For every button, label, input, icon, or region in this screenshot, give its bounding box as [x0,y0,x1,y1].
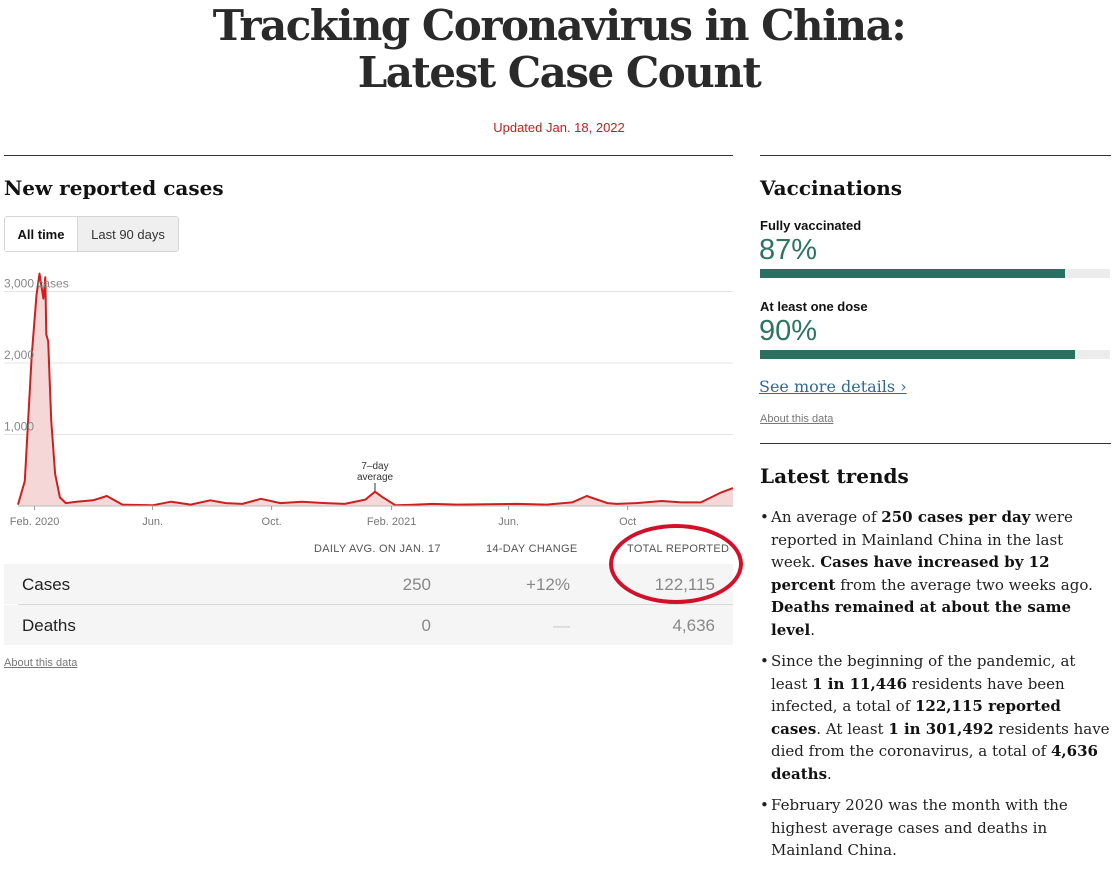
annotation-line-2: average [357,472,394,483]
row-label: Deaths [22,616,76,635]
trend-item-3: February 2020 was the month with the hig… [760,794,1112,862]
trend-highlight: 1 in 301,492 [888,719,994,738]
trend-highlight: Deaths remained at about the same level [771,598,1071,639]
trend-highlight: 1 in 11,446 [812,674,908,693]
table-row-deaths: Deaths 0 — 4,636 [4,605,733,645]
page-title: Tracking Coronavirus in China: Latest Ca… [0,2,1118,96]
trend-item-2: Since the beginning of the pandemic, at … [760,650,1112,785]
highlight-circle [609,524,743,604]
cases-chart: Feb. 2020 Jun. Oct. Feb. 2021 Jun. Oct 1,000 2… [4,272,734,528]
daily-value: 250 [402,575,431,594]
change-value: +12% [526,575,570,594]
y-tick-label: 1,000 [4,419,34,433]
trend-text: . At least [816,719,889,738]
seven-day-average-line [17,272,734,507]
trend-text: Since the beginning of the pandemic, at … [771,652,1076,693]
y-tick-label: 2,000 [4,348,34,362]
x-tick-label: Jun. [142,516,163,528]
x-tick-label: Oct. [262,516,282,528]
trend-text: from the average two weeks ago. [835,575,1093,594]
latest-trends-title: Latest trends [760,464,909,488]
x-tick-label: Oct [619,516,636,528]
x-tick-label: Feb. 2021 [367,516,417,528]
fully-vaccinated-bar [760,269,1110,278]
updated-date: Updated Jan. 18, 2022 [493,120,625,135]
all-time-button[interactable]: All time [5,217,77,251]
see-more-details-link[interactable]: See more details › [759,377,907,396]
daily-value: 0 [421,616,431,635]
x-tick-label: Jun. [498,516,519,528]
trend-item-1: An average of 250 cases per day were rep… [760,506,1112,641]
one-dose-percent: 90% [759,315,818,347]
header-14-day-change: 14-DAY CHANGE [486,543,578,555]
one-dose-bar-fill [760,350,1075,359]
fully-vaccinated-bar-fill [760,269,1065,278]
trend-text: were reported in Mainland China in the l… [771,508,1073,571]
y-tick-label: 3,000 cases [4,276,69,290]
vaccination-about-data-link[interactable]: About this data [760,413,834,425]
trend-text: . [827,764,832,783]
right-divider [760,155,1111,156]
cases-section-title: New reported cases [4,176,224,200]
trend-highlight: 250 cases per day [881,508,1031,526]
row-label: Cases [22,575,71,594]
trend-text: February 2020 was the month with the hig… [771,796,1068,859]
trend-text: An average of [771,508,882,526]
last-90-days-button[interactable]: Last 90 days [77,217,178,251]
trend-highlight: 122,115 reported cases [771,697,1061,738]
right-divider-2 [760,443,1111,444]
total-value: 4,636 [672,616,715,635]
one-dose-bar [760,350,1110,359]
left-divider [4,155,733,156]
fully-vaccinated-label: Fully vaccinated [760,218,862,233]
fully-vaccinated-percent: 87% [759,234,818,266]
annotation-line-1: 7–day [361,461,388,472]
title-line-2: Latest Case Count [357,48,762,97]
time-range-toggle: All time Last 90 days [4,216,179,252]
vaccinations-title: Vaccinations [760,176,903,200]
about-data-link[interactable]: About this data [4,657,78,669]
trend-text: residents have died from the coronavirus… [771,719,1110,761]
trend-text: . [810,620,815,639]
trend-text: residents have been infected, a total of [771,674,1065,716]
row-divider [18,604,733,605]
trend-highlight: 4,636 deaths [771,742,1098,783]
trend-highlight: Cases have increased by 12 percent [771,553,1050,594]
title-line-1: Tracking Coronavirus in China: [212,1,907,50]
one-dose-label: At least one dose [760,299,868,314]
header-daily-avg: DAILY AVG. ON JAN. 17 [314,543,441,555]
trends-list: An average of 250 cases per day were rep… [760,506,1112,871]
x-tick-label: Feb. 2020 [10,516,60,528]
change-value: — [553,616,570,635]
